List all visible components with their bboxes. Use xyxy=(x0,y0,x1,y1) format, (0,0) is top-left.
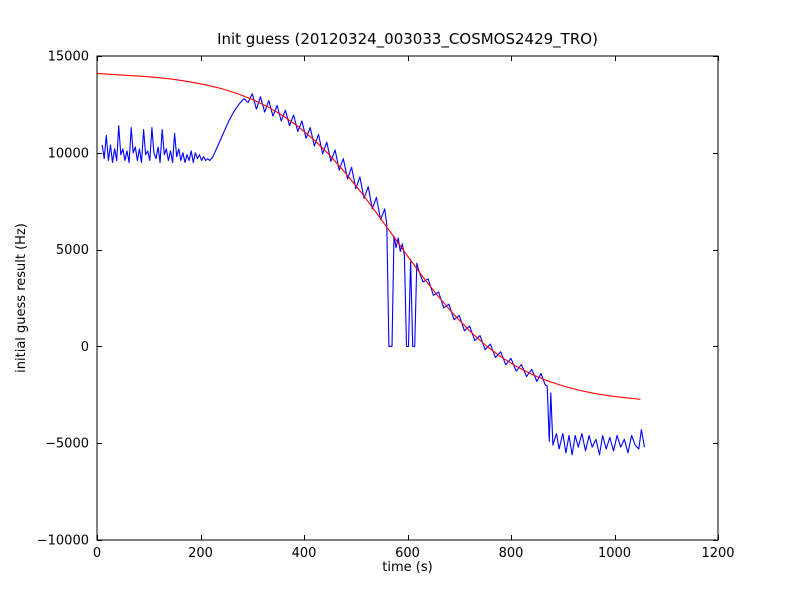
y-tick-label: 15000 xyxy=(48,50,89,65)
y-tick-label: −5000 xyxy=(45,437,89,452)
y-tick-label: −10000 xyxy=(37,534,89,549)
x-tick-label: 1000 xyxy=(598,546,631,561)
x-tick-label: 800 xyxy=(499,546,524,561)
y-tick-label: 10000 xyxy=(48,146,89,161)
axes-frame xyxy=(96,55,719,541)
x-tick-label: 400 xyxy=(292,546,317,561)
x-tick-label: 200 xyxy=(188,546,213,561)
series-line-0 xyxy=(101,93,646,456)
y-axis-label: initial guess result (Hz) xyxy=(14,223,29,373)
x-tick-label: 0 xyxy=(93,546,101,561)
y-tick-label: 0 xyxy=(81,340,89,355)
y-tick-label: 5000 xyxy=(56,243,89,258)
chart-title: Init guess (20120324_003033_COSMOS2429_T… xyxy=(217,30,598,48)
x-axis-label: time (s) xyxy=(382,560,433,575)
x-tick-label: 1200 xyxy=(701,546,734,561)
x-tick-label: 600 xyxy=(395,546,420,561)
series-line-1 xyxy=(96,72,641,400)
